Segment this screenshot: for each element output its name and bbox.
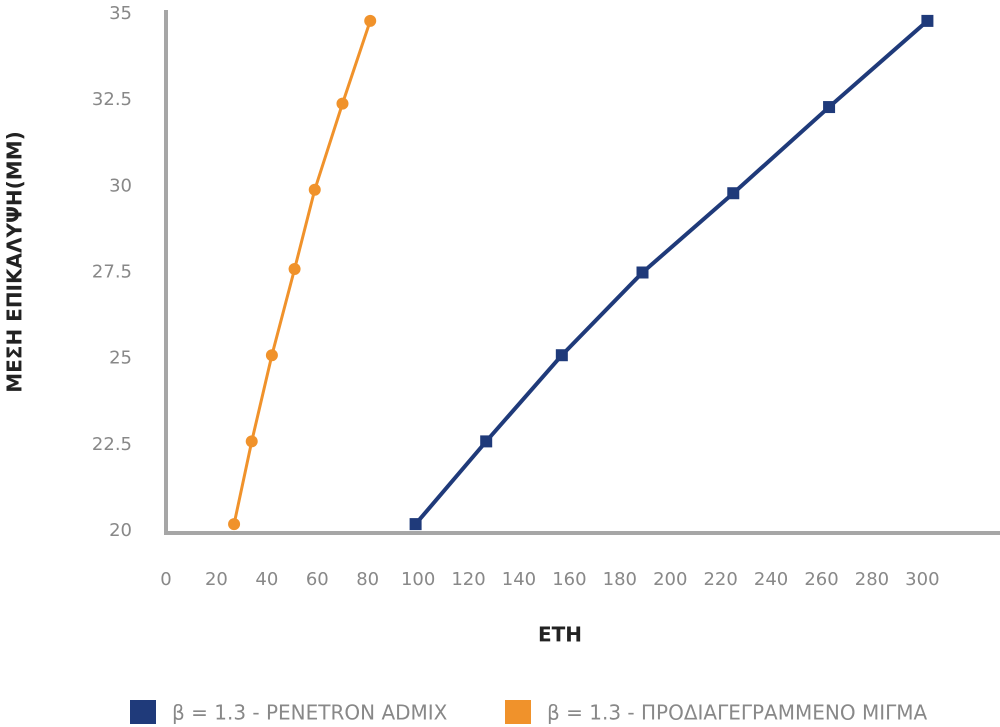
legend-swatch xyxy=(505,700,531,724)
x-tick-label: 280 xyxy=(855,569,889,590)
point xyxy=(555,349,568,362)
point xyxy=(480,435,493,448)
y-tick-label: 25 xyxy=(109,348,132,369)
x-tick-label: 60 xyxy=(306,569,329,590)
x-tick-label: 80 xyxy=(356,569,379,590)
x-tick-label: 100 xyxy=(401,569,435,590)
legend-label: β = 1.3 - PENETRON ADMIX xyxy=(172,701,448,725)
x-tick-label: 40 xyxy=(255,569,278,590)
x-tick-label: 180 xyxy=(603,569,637,590)
x-tick-label: 160 xyxy=(552,569,586,590)
point xyxy=(308,183,321,196)
y-tick-label: 35 xyxy=(109,3,132,24)
x-tick-label: 220 xyxy=(703,569,737,590)
point xyxy=(921,14,934,27)
y-tick-label: 20 xyxy=(109,520,132,541)
y-tick-label: 27.5 xyxy=(92,262,132,283)
point xyxy=(409,518,422,531)
x-tick-label: 300 xyxy=(905,569,939,590)
point xyxy=(364,14,377,27)
x-axis-label: ΕΤΗ xyxy=(538,623,582,647)
point xyxy=(823,101,836,114)
x-tick-label: 140 xyxy=(502,569,536,590)
x-tick-label: 260 xyxy=(804,569,838,590)
x-tick-label: 240 xyxy=(754,569,788,590)
y-tick-label: 32.5 xyxy=(92,89,132,110)
series-line xyxy=(232,20,372,525)
point xyxy=(245,435,258,448)
point xyxy=(265,349,278,362)
x-tick-label: 120 xyxy=(451,569,485,590)
series-line xyxy=(414,19,929,526)
x-tick-label: 20 xyxy=(205,569,228,590)
legend-label: β = 1.3 - ΠΡΟΔΙΑΓΕΓΡΑΜΜΕΝΟ ΜΙΓΜΑ xyxy=(547,701,928,725)
y-axis-label: ΜΕΣΗ ΕΠΙΚΑΛΥΨΗ(ΜΜ) xyxy=(3,131,27,393)
point xyxy=(228,518,241,531)
point xyxy=(336,97,349,110)
legend-swatch xyxy=(130,700,156,724)
point xyxy=(727,187,740,200)
point xyxy=(288,263,301,276)
y-tick-label: 22.5 xyxy=(92,434,132,455)
point xyxy=(636,266,649,279)
x-tick-label: 0 xyxy=(160,569,171,590)
y-tick-label: 30 xyxy=(109,175,132,196)
x-tick-label: 200 xyxy=(653,569,687,590)
